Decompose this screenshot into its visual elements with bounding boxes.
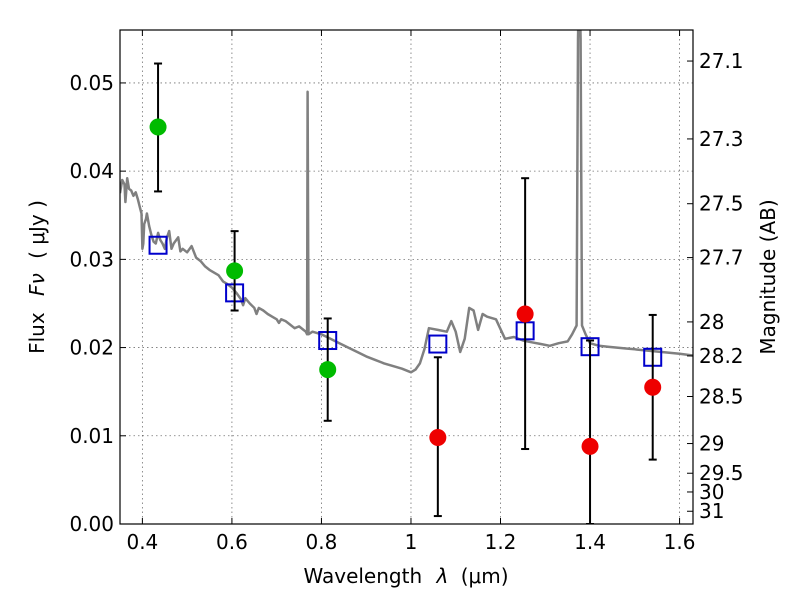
y-tick-label: 0.04 (69, 159, 114, 183)
y-tick-label: 0.05 (69, 71, 114, 95)
x-tick-label: 1.2 (485, 530, 517, 554)
mag-tick-label: 29.5 (699, 461, 744, 485)
plot-frame (119, 29, 694, 525)
mag-tick-label: 30 (699, 480, 724, 504)
mag-tick-label: 31 (699, 499, 724, 523)
plot-area (120, 30, 693, 524)
x-tick-label: 1.4 (574, 530, 606, 554)
axis-ticks: 0.4 0.6 0.8 1 1.2 1.4 1.6 0.00 0.01 0.02 0.03 0.04 0… (69, 30, 744, 554)
x-tick-label: 0.8 (306, 530, 338, 554)
detection-point (226, 262, 244, 280)
model-flux-square (428, 334, 448, 354)
detection-point (149, 118, 167, 136)
x-tick-label: 0.4 (126, 530, 158, 554)
mag-tick-label: 28.2 (699, 344, 744, 368)
y-axis-title: Flux Fν ( μJy ) (25, 200, 49, 354)
mag-tick-label: 27.7 (699, 246, 744, 270)
x-tick-label: 1 (405, 530, 418, 554)
nondetection-point (644, 378, 662, 396)
nondetection-point (429, 429, 447, 447)
model-sed-line (120, 30, 693, 374)
mag-tick-label: 27.3 (699, 127, 744, 151)
model-flux-square (148, 235, 168, 255)
x-tick-label: 0.6 (216, 530, 248, 554)
nondetection-point (516, 305, 534, 323)
nondetection-point (581, 437, 599, 455)
mag-tick-label: 28 (699, 310, 724, 334)
mag-tick-label: 27.1 (699, 49, 744, 73)
x-tick-label: 1.6 (664, 530, 696, 554)
y-tick-label: 0.00 (69, 512, 114, 536)
mag-tick-label: 29 (699, 432, 724, 456)
x-axis-title: Wavelength λ (μm) (303, 564, 508, 588)
mag-tick-label: 28.5 (699, 384, 744, 408)
detection-point (319, 361, 337, 379)
mag-tick-label: 27.5 (699, 192, 744, 216)
y-tick-label: 0.03 (69, 247, 114, 271)
y2-axis-title: Magnitude (AB) (756, 199, 780, 354)
y-tick-label: 0.01 (69, 424, 114, 448)
y-tick-label: 0.02 (69, 336, 114, 360)
